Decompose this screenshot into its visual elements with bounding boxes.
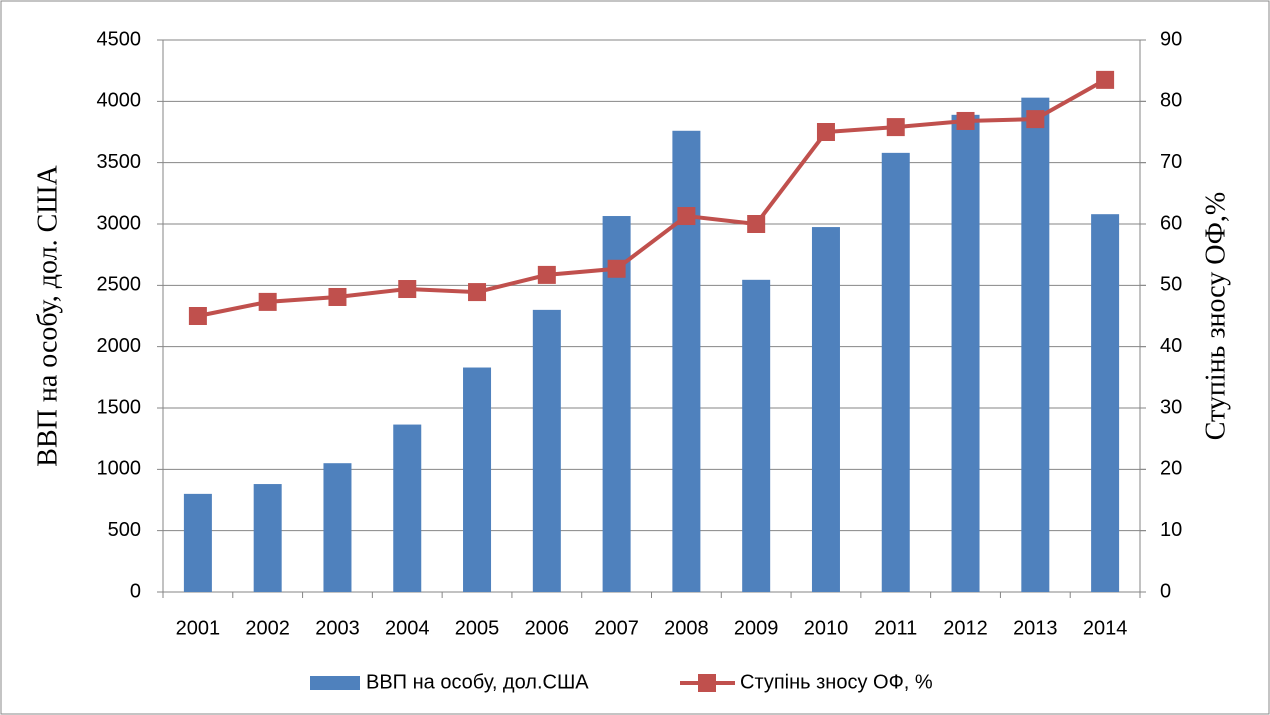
- bar: [602, 216, 631, 592]
- bar: [672, 130, 701, 593]
- line: [197, 78, 1107, 318]
- bar: [323, 463, 352, 592]
- y2-tick-label: 90: [1160, 28, 1182, 50]
- x-tick-label: 2011: [874, 617, 917, 639]
- bar: [881, 152, 910, 592]
- x-tick-label: 2007: [594, 617, 639, 639]
- y-tick-label: 2500: [97, 274, 142, 296]
- bar: [951, 114, 980, 593]
- marker: [956, 111, 975, 130]
- x-tick-label: 2004: [385, 617, 430, 639]
- legend-marker: [698, 674, 716, 692]
- marker: [537, 265, 556, 284]
- bar: [532, 309, 561, 592]
- y2-tick-label: 80: [1160, 90, 1182, 112]
- legend-swatch: [310, 676, 360, 690]
- y-tick-label: 1000: [97, 458, 142, 480]
- marker: [1096, 70, 1115, 89]
- bar: [1091, 214, 1120, 593]
- legend-label: Ступінь зносу ОФ, %: [740, 671, 933, 693]
- y2-tick-label: 20: [1160, 458, 1182, 480]
- x-tick-label: 2003: [315, 617, 360, 639]
- y-tick-label: 3500: [97, 151, 142, 173]
- y-tick-label: 3000: [97, 212, 142, 234]
- y2-tick-label: 70: [1160, 151, 1182, 173]
- y2-tick-label: 0: [1160, 580, 1171, 602]
- marker: [328, 287, 347, 306]
- marker: [747, 215, 766, 233]
- y2-axis-title: Ступінь зносу ОФ,%: [1200, 192, 1231, 441]
- y2-tick-label: 30: [1160, 396, 1182, 418]
- x-tick-label: 2008: [664, 617, 709, 639]
- y-tick-label: 0: [130, 580, 141, 602]
- y2-tick-label: 40: [1160, 335, 1182, 357]
- x-tick-label: 2002: [245, 617, 290, 639]
- x-tick-label: 2014: [1083, 617, 1128, 639]
- x-tick-label: 2009: [734, 617, 779, 639]
- y-tick-label: 2000: [97, 335, 142, 357]
- y2-tick-label: 50: [1160, 274, 1182, 296]
- marker: [1026, 110, 1045, 129]
- bar: [463, 367, 492, 592]
- x-tick-label: 2006: [525, 617, 570, 639]
- y-tick-label: 1500: [97, 396, 142, 418]
- bar: [742, 279, 771, 592]
- bar: [1021, 97, 1050, 593]
- y-tick-label: 4500: [97, 28, 142, 50]
- bar: [393, 424, 422, 592]
- marker: [468, 283, 487, 302]
- marker: [607, 259, 626, 278]
- y-axis-title: ВВП на особу, дол. США: [32, 164, 63, 466]
- bar: [183, 493, 212, 592]
- marker: [188, 307, 207, 325]
- bar: [811, 227, 840, 593]
- y2-tick-label: 60: [1160, 212, 1182, 234]
- x-tick-label: 2001: [176, 617, 221, 639]
- x-tick-label: 2005: [455, 617, 500, 639]
- x-tick-label: 2013: [1013, 617, 1058, 639]
- marker: [677, 207, 696, 226]
- x-tick-label: 2012: [943, 617, 988, 639]
- y-tick-label: 500: [108, 519, 141, 541]
- y2-tick-label: 10: [1160, 519, 1182, 541]
- y-tick-label: 4000: [97, 90, 142, 112]
- marker: [258, 292, 277, 311]
- x-tick-label: 2010: [804, 617, 849, 639]
- marker: [816, 123, 835, 141]
- marker: [886, 118, 905, 137]
- legend-label: ВВП на особу, дол.США: [366, 671, 589, 693]
- marker: [398, 280, 417, 299]
- bar: [253, 484, 282, 592]
